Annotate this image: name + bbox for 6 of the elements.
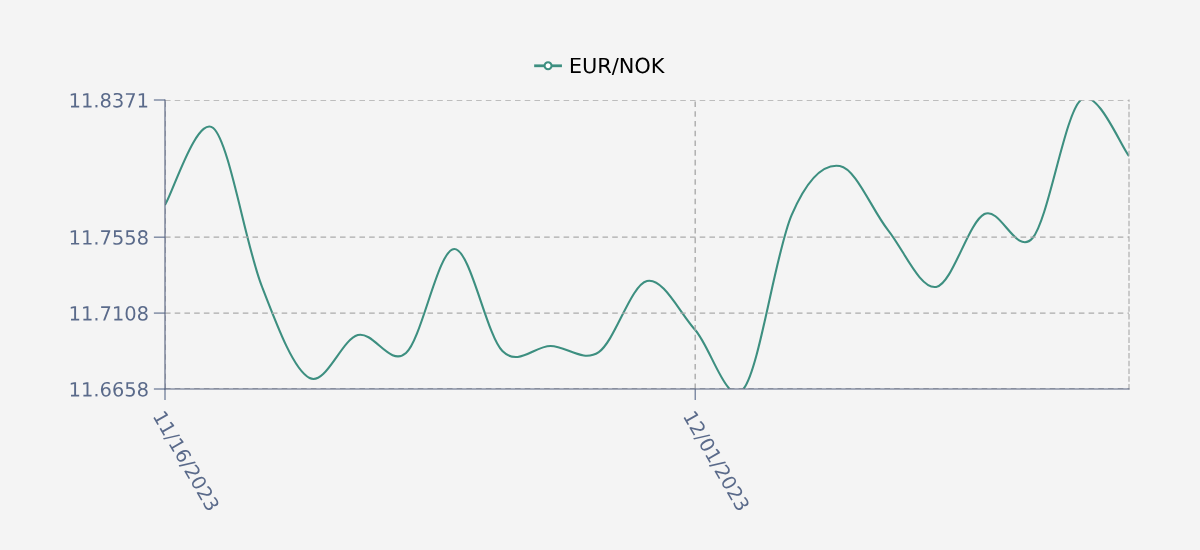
y-tick-label: 11.7108 [70, 306, 148, 321]
legend-label: EUR/NOK [570, 57, 665, 76]
y-tick-label: 11.7558 [70, 230, 148, 245]
line-series [165, 100, 1129, 389]
y-tick-label: 11.6658 [70, 381, 148, 397]
y-tick-label: 11.8371 [70, 92, 148, 108]
